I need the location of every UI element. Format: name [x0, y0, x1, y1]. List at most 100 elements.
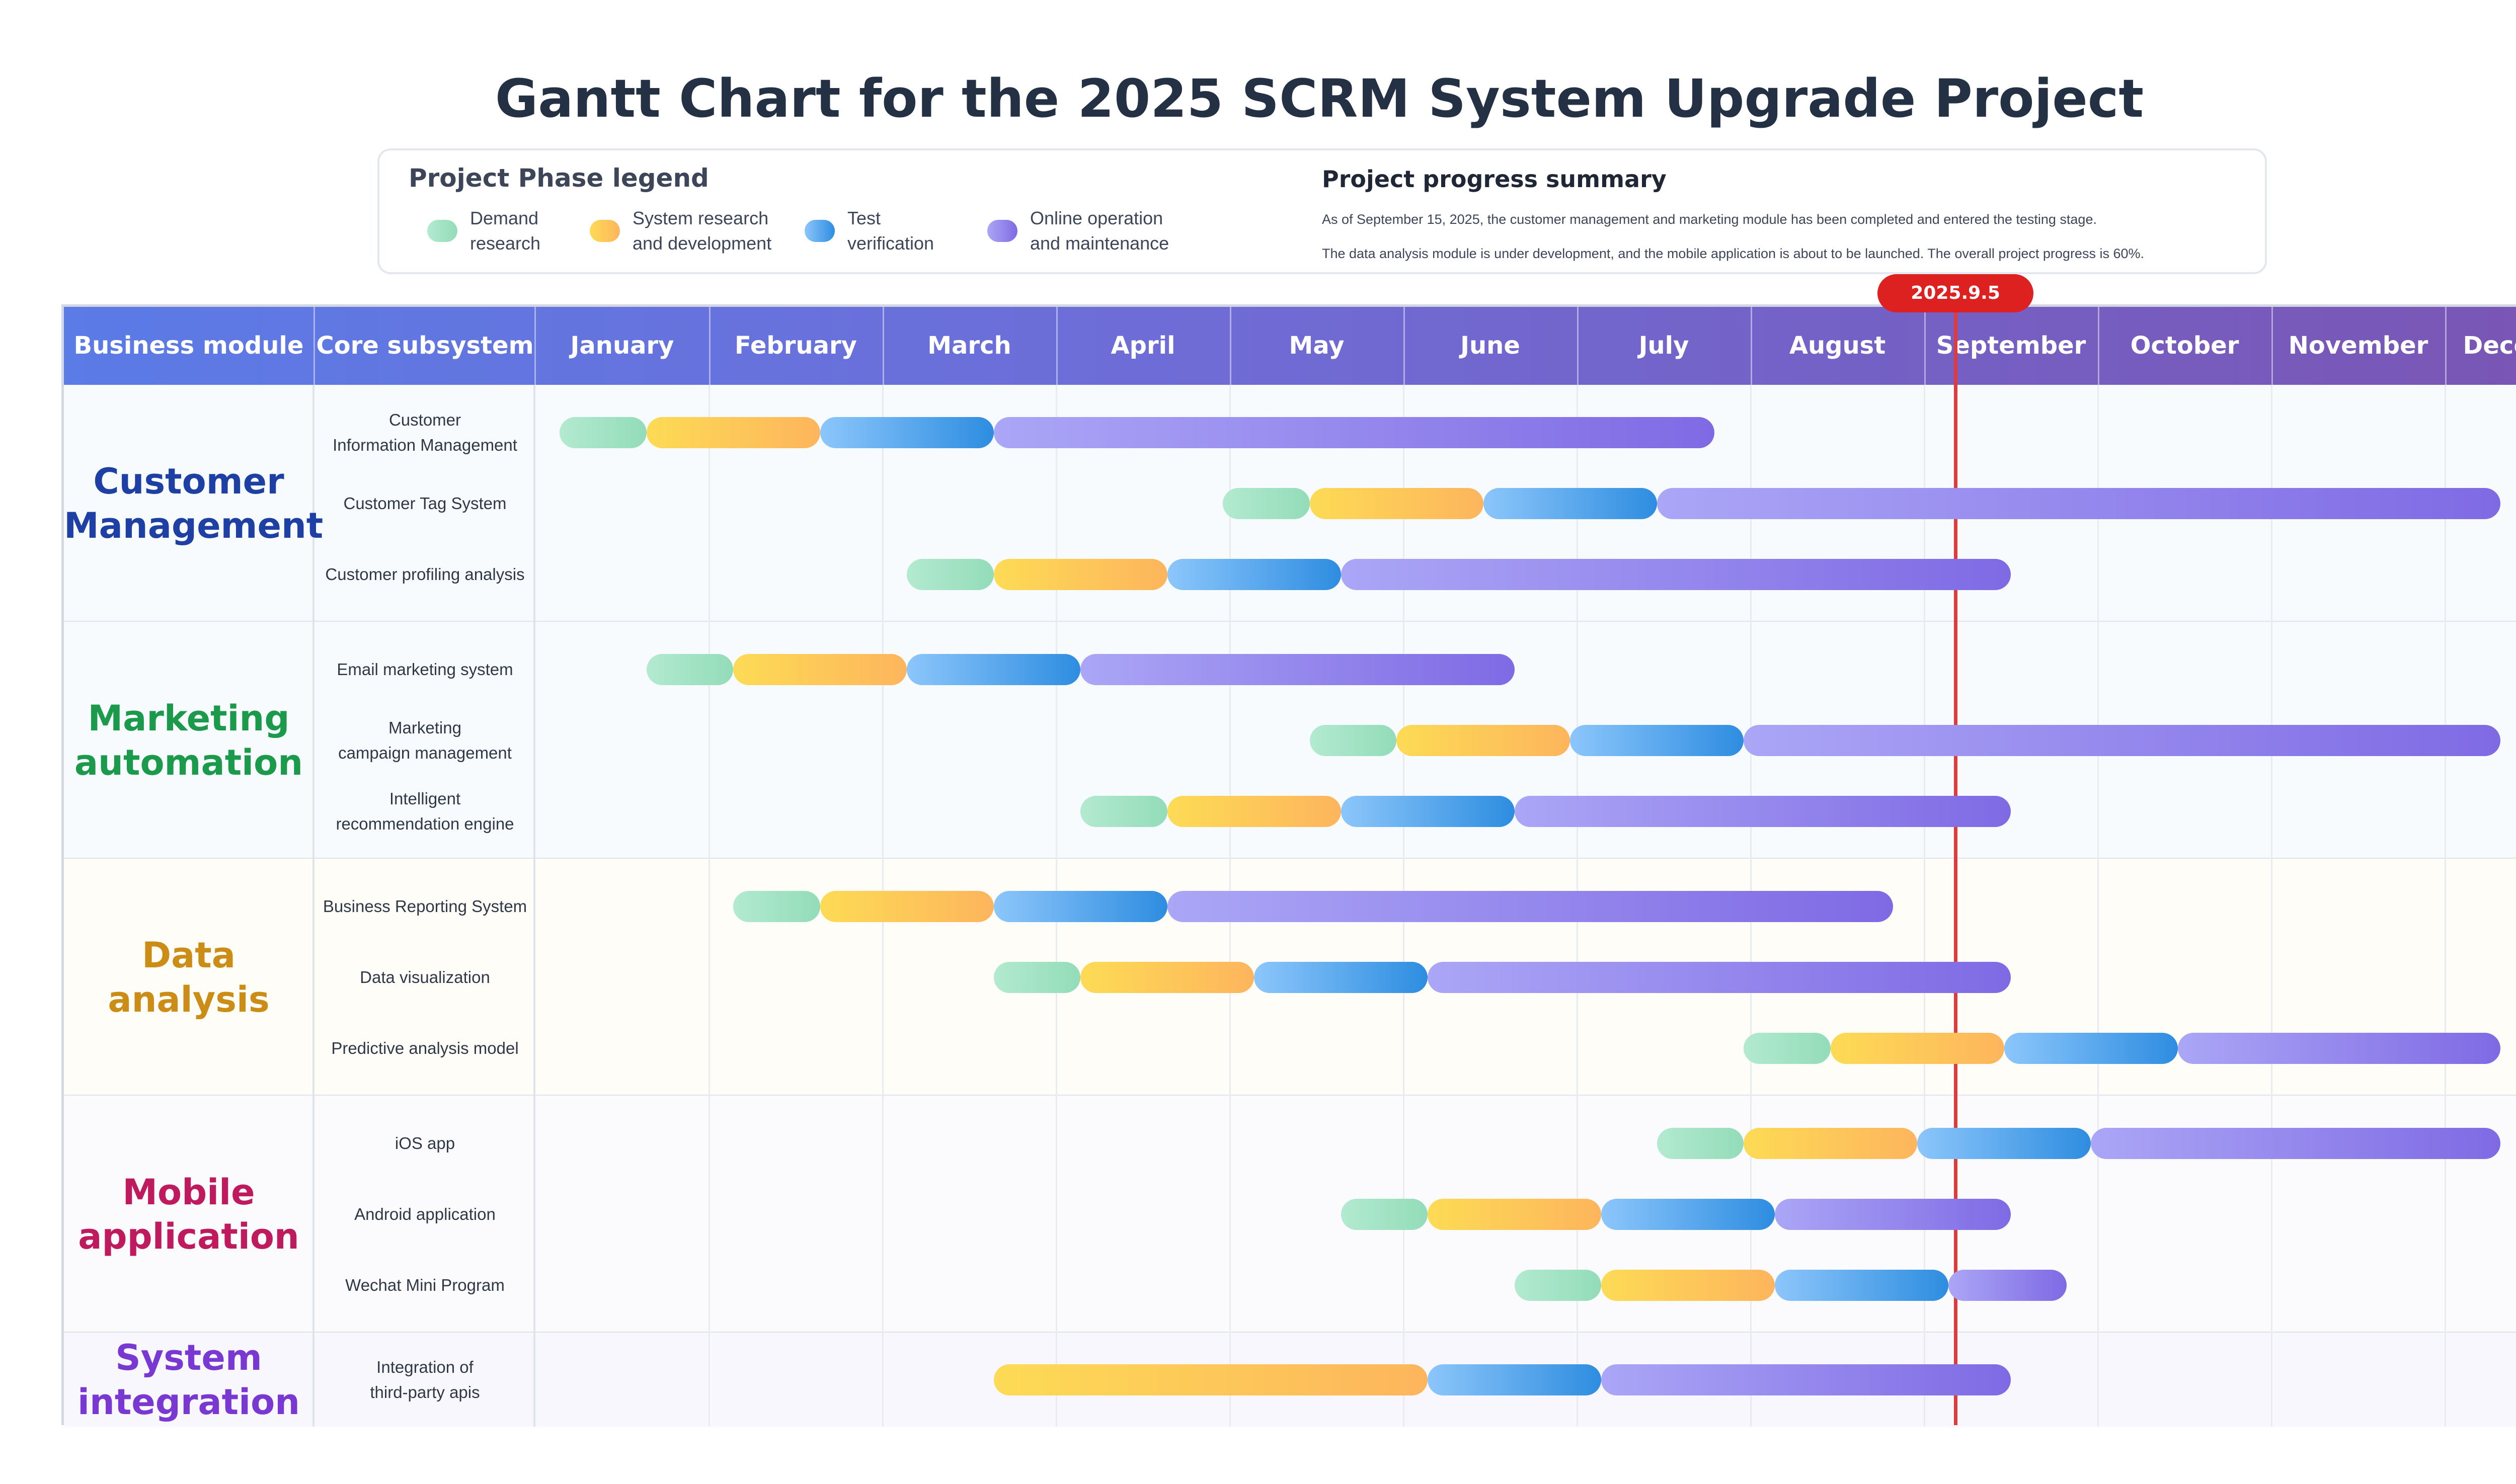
gantt-bar-test — [1341, 795, 1515, 827]
header-month: October — [2130, 332, 2239, 360]
gantt-bar-test — [1570, 724, 1744, 756]
gantt-bar-test — [993, 890, 1167, 922]
module-label: Marketing automation — [74, 697, 303, 783]
gantt-bar-test — [1254, 961, 1428, 993]
gantt-bar-demand — [993, 961, 1081, 993]
gantt-bar-test — [1483, 487, 1657, 519]
legend-label-ops: Online operation and maintenance — [1030, 208, 1169, 254]
subsystem-label: Customer Tag System — [343, 493, 507, 513]
header-divider — [2445, 307, 2447, 385]
gantt-bar-demand — [1309, 724, 1397, 756]
gantt-bar-test — [2004, 1032, 2178, 1064]
gantt-bar-ops — [2177, 1032, 2501, 1064]
column-divider — [312, 385, 314, 1427]
gantt-bar-test — [1917, 1127, 2091, 1159]
gantt-bar-test — [820, 417, 994, 448]
module-label: Customer Management — [64, 460, 324, 546]
gantt-bar-demand — [1657, 1127, 1744, 1159]
today-marker-line — [1954, 304, 1958, 1425]
gantt-bar-ops — [1601, 1364, 2011, 1395]
gantt-bar-dev — [1167, 795, 1341, 827]
header-divider — [1577, 307, 1579, 385]
subsystem-label: Android application — [354, 1204, 496, 1223]
module-label: System integration — [77, 1337, 300, 1423]
gantt-bar-dev — [1396, 724, 1570, 756]
month-gridline — [2097, 385, 2099, 1427]
gantt-bar-demand — [733, 890, 820, 922]
header-month: February — [735, 332, 857, 360]
subsystem-label: Integration of third-party apis — [370, 1357, 480, 1401]
month-gridline — [709, 385, 710, 1427]
gantt-bar-demand — [1744, 1032, 1831, 1064]
legend-title: Project Phase legend — [409, 163, 709, 193]
gantt-bar-dev — [646, 417, 820, 448]
gantt-bar-ops — [2091, 1127, 2501, 1159]
gantt-bar-dev — [993, 1364, 1428, 1395]
header-month: June — [1460, 332, 1520, 360]
header-divider — [883, 307, 884, 385]
header-month: January — [570, 332, 674, 360]
header-divider — [709, 307, 711, 385]
month-gridline — [2271, 385, 2272, 1427]
subsystem-label: Predictive analysis model — [331, 1038, 519, 1057]
header-month: May — [1289, 332, 1345, 360]
header-month: September — [1936, 332, 2086, 360]
gantt-bar-demand — [646, 653, 734, 685]
legend-swatch-dev — [590, 220, 620, 242]
header-business-module: Business module — [73, 332, 304, 360]
header-core-subsystem: Core subsystem — [316, 332, 534, 360]
today-marker-badge: 2025.9.5 — [1877, 274, 2034, 312]
gantt-bar-dev — [733, 653, 907, 685]
header-divider — [2098, 307, 2099, 385]
gantt-bar-ops — [1428, 961, 2011, 993]
subsystem-label: Email marketing system — [337, 659, 513, 679]
gantt-bar-demand — [1223, 487, 1310, 519]
gantt-bar-dev — [1744, 1127, 1918, 1159]
module-label: Mobile application — [78, 1171, 299, 1257]
header-month: November — [2288, 332, 2428, 360]
gantt-bar-demand — [1514, 1269, 1602, 1301]
header-divider — [1230, 307, 1231, 385]
gantt-bar-demand — [907, 558, 994, 590]
header-month: March — [927, 332, 1011, 360]
column-divider — [533, 385, 535, 1427]
subsystem-label: Data visualization — [360, 967, 490, 986]
header-divider — [1924, 307, 1926, 385]
gantt-bar-ops — [993, 417, 1714, 448]
gantt-bar-ops — [1167, 890, 1893, 922]
gantt-bar-test — [1601, 1198, 1775, 1230]
legend-label-demand: Demand research — [470, 208, 541, 254]
gantt-bar-ops — [1080, 653, 1515, 685]
legend-panel: Project Phase legend Demand research Syst… — [377, 148, 2267, 274]
legend-swatch-demand — [427, 220, 457, 242]
subsystem-label: Business Reporting System — [323, 896, 527, 916]
subsystem-label: Customer Information Management — [333, 410, 517, 454]
gantt-bar-ops — [1775, 1198, 2011, 1230]
summary-title: Project progress summary — [1322, 166, 1667, 193]
gantt-bar-dev — [993, 558, 1167, 590]
subsystem-label: Intelligent recommendation engine — [336, 789, 514, 833]
gantt-bar-dev — [1080, 961, 1254, 993]
month-gridline — [2445, 385, 2446, 1427]
header-divider — [2271, 307, 2273, 385]
legend-label-test: Test verification — [847, 208, 934, 254]
header-month: August — [1789, 332, 1886, 360]
header-divider — [534, 307, 536, 385]
gantt-bar-dev — [1309, 487, 1483, 519]
gantt-bar-ops — [1948, 1269, 2067, 1301]
header-month: December — [2463, 332, 2516, 360]
gantt-bar-test — [1428, 1364, 1602, 1395]
legend-swatch-test — [805, 220, 835, 242]
gantt-bar-demand — [560, 417, 647, 448]
gantt-bar-test — [1775, 1269, 1949, 1301]
legend-swatch-ops — [987, 220, 1017, 242]
header-month: April — [1111, 332, 1175, 360]
header-month: July — [1638, 332, 1689, 360]
gantt-bar-test — [907, 653, 1081, 685]
gantt-bar-ops — [1514, 795, 2011, 827]
gantt-bar-test — [1167, 558, 1341, 590]
summary-line-2: The data analysis module is under develo… — [1322, 246, 2144, 261]
chart-title: Gantt Chart for the 2025 SCRM System Upg… — [495, 68, 2144, 129]
subsystem-label: iOS app — [395, 1133, 455, 1152]
subsystem-label: Marketing campaign management — [338, 718, 512, 762]
